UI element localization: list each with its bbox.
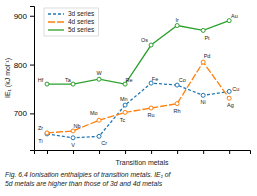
series-marker xyxy=(45,82,49,86)
point-label: Ti xyxy=(38,138,42,144)
point-label: Cu xyxy=(232,86,239,92)
legend-swatch xyxy=(48,21,64,22)
point-label: Au xyxy=(231,13,238,19)
point-label: Hf xyxy=(38,77,44,83)
legend-label: 3d series xyxy=(68,10,95,17)
legend-frame xyxy=(44,8,98,36)
series-marker xyxy=(123,103,127,107)
point-label: Zr xyxy=(38,125,43,131)
series-marker xyxy=(71,82,75,86)
point-label: Fe xyxy=(152,76,158,82)
y-tick-mark xyxy=(30,65,34,66)
point-label: Pt xyxy=(204,35,210,41)
point-labels: Ti V Cr Mn Fe Co Ni Cu Zr Nb Mo Tc Ru Rh Pd Ag Hf Ta W Re Os… xyxy=(38,13,239,148)
chart: 700 800 900 Ti V Cr Mn Fe Co Ni Cu Zr Nb Mo Tc Ru Rh Pd Ag… xyxy=(0,0,257,196)
x-tick-mark xyxy=(99,150,100,154)
series-marker xyxy=(71,136,75,140)
x-tick xyxy=(177,150,178,154)
series-marker xyxy=(175,83,179,87)
point-label: Pd xyxy=(204,53,211,59)
point-label: Tc xyxy=(120,117,126,123)
x-tick-mark xyxy=(125,150,126,154)
series-marker xyxy=(227,96,231,100)
point-label: Nb xyxy=(73,123,80,129)
x-tick xyxy=(203,150,204,154)
point-label: Co xyxy=(179,77,186,83)
data-marks xyxy=(45,19,231,140)
point-label: Ru xyxy=(148,112,155,118)
x-tick xyxy=(99,150,100,154)
series-line xyxy=(47,62,229,133)
legend-label: 5d series xyxy=(68,26,95,33)
x-tick-mark xyxy=(229,150,230,154)
point-label: Ir xyxy=(175,17,179,23)
x-tick-mark xyxy=(203,150,204,154)
series-marker xyxy=(201,93,205,97)
series-marker xyxy=(175,24,179,28)
series-marker xyxy=(71,129,75,133)
x-tick-mark xyxy=(151,150,152,154)
x-tick xyxy=(125,150,126,154)
y-tick: 700 xyxy=(14,109,34,118)
point-label: Ag xyxy=(227,102,234,108)
y-tick: 900 xyxy=(14,12,34,21)
y-tick-label: 800 xyxy=(14,61,28,70)
x-tick xyxy=(229,150,230,154)
y-tick: 800 xyxy=(14,61,34,70)
y-tick-label: 900 xyxy=(14,12,28,21)
series-marker xyxy=(227,19,231,23)
point-label: Ta xyxy=(65,77,72,83)
plot-area: 700 800 900 Ti V Cr Mn Fe Co Ni Cu Zr Nb Mo Tc Ru Rh Pd Ag… xyxy=(14,7,251,155)
series-marker xyxy=(45,132,49,136)
series-line xyxy=(47,21,229,84)
point-label: Re xyxy=(125,77,132,83)
series-marker xyxy=(97,77,101,81)
x-tick-mark xyxy=(177,150,178,154)
x-axis-line xyxy=(35,151,251,155)
caption: 5d metals are higher than those of 3d an… xyxy=(5,180,163,188)
series-marker xyxy=(149,81,153,85)
series-marker xyxy=(227,89,231,93)
y-tick-mark xyxy=(30,16,34,17)
caption: Fig. 6.4 Ionisation enthalpies of transi… xyxy=(5,171,171,179)
series-marker xyxy=(45,131,49,135)
x-tick xyxy=(47,150,48,154)
x-tick xyxy=(151,150,152,154)
x-tick-mark xyxy=(73,150,74,154)
series-marker xyxy=(201,60,205,64)
y-axis-title: IE₁ (kJ mol⁻¹) xyxy=(4,58,12,98)
x-tick-mark xyxy=(47,150,48,154)
series-marker xyxy=(175,102,179,106)
legend-label: 4d series xyxy=(68,18,95,25)
y-tick-mark xyxy=(30,113,34,114)
legend-swatch xyxy=(48,13,64,14)
point-label: Mn xyxy=(120,96,128,102)
x-axis xyxy=(35,150,251,154)
y-axis-line xyxy=(30,7,35,151)
point-label: Cr xyxy=(101,140,107,146)
point-label: V xyxy=(71,142,75,148)
point-label: Os xyxy=(141,37,148,43)
x-axis-title: Transition metals xyxy=(115,159,169,166)
legend: 3d series4d series5d series xyxy=(44,8,98,36)
series-marker xyxy=(123,110,127,114)
point-label: Mo xyxy=(90,110,98,116)
y-axis: 700 800 900 xyxy=(14,7,35,151)
x-tick xyxy=(73,150,74,154)
point-label: Ni xyxy=(201,99,206,105)
series-marker xyxy=(201,28,205,32)
series-marker xyxy=(149,43,153,47)
legend-swatch xyxy=(48,29,64,30)
series-marker xyxy=(97,118,101,122)
series-marker xyxy=(97,134,101,138)
point-label: W xyxy=(96,70,102,76)
series-marker xyxy=(149,106,153,110)
y-tick-label: 700 xyxy=(14,109,28,118)
point-label: Rh xyxy=(174,108,181,114)
series-marker xyxy=(123,82,127,86)
